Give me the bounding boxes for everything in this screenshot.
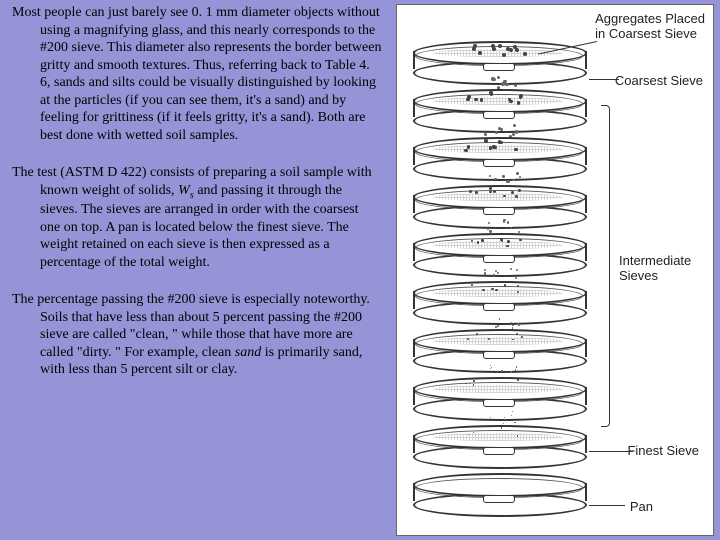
label-finest: Finest Sieve [627,443,699,458]
pan [413,473,583,509]
label-pan: Pan [630,499,653,514]
sieve [413,89,583,131]
label-intermediate: Intermediate Sieves [619,253,691,283]
text-column: Most people can just barely see 0. 1 mm … [12,4,382,399]
sieve [413,329,583,371]
sieve [413,185,583,227]
sieve [413,137,583,179]
label-aggregates: Aggregates Placed in Coarsest Sieve [595,11,705,41]
lead-finest [589,451,633,452]
bracket-intermediate [601,105,610,427]
sieve [413,281,583,323]
sieve-stack [413,41,603,515]
lead-coarsest [589,79,619,80]
p2-ws-symbol: Ws [178,183,194,198]
sieve-diagram: Aggregates Placed in Coarsest Sieve Coar… [396,4,714,536]
p3-italic-sand: sand [235,345,261,360]
paragraph-2: The test (ASTM D 422) consists of prepar… [12,164,382,271]
paragraph-1: Most people can just barely see 0. 1 mm … [12,4,382,144]
lead-pan [589,505,625,506]
sieve [413,425,583,467]
sieve [413,233,583,275]
sieve [413,377,583,419]
label-coarsest: Coarsest Sieve [615,73,703,88]
paragraph-3: The percentage passing the #200 sieve is… [12,291,382,379]
sieve [413,41,583,83]
